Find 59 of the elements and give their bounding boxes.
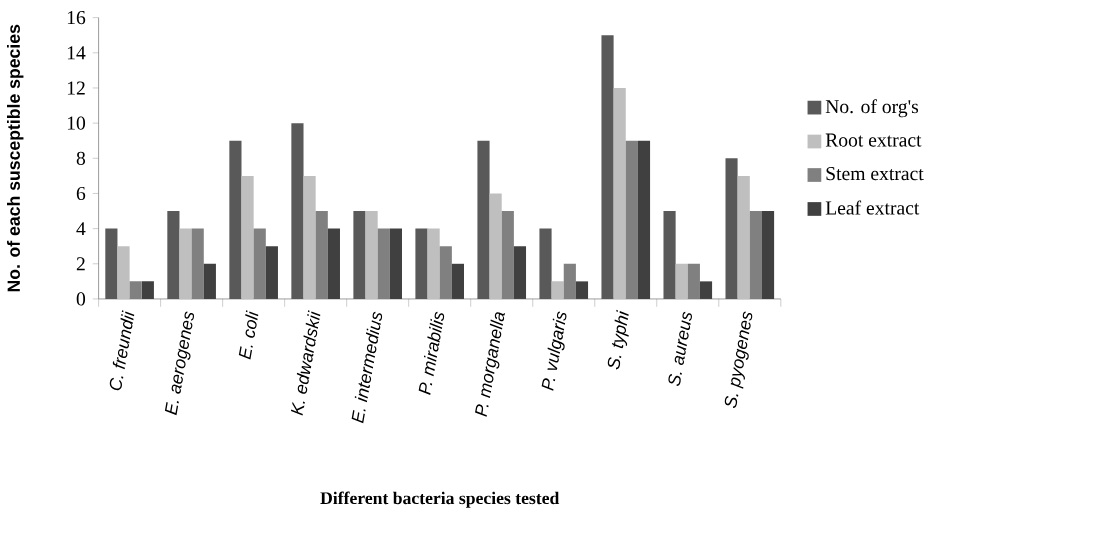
bar [229, 140, 242, 300]
y-tick-label: 16 [67, 11, 86, 25]
bar [117, 246, 130, 300]
x-tick-label: E. aerogenes [164, 311, 195, 416]
x-tick-label: E. intermedius [351, 311, 383, 424]
y-axis-title: No. of each susceptible species [7, 24, 24, 292]
x-tick-label: S. typhi [607, 309, 629, 370]
x-tick-label: P. mirabilis [418, 311, 445, 395]
x-tick-label: S. pyogenes [724, 311, 753, 409]
y-tick-label: 12 [67, 81, 85, 95]
x-tick-label: S. aureus [668, 311, 692, 387]
bar [415, 228, 428, 300]
x-tick-label: C. freundii [109, 310, 135, 391]
bar [141, 281, 154, 300]
bar [477, 140, 490, 300]
legend-label: Root extract [825, 133, 922, 147]
bar [291, 123, 304, 300]
bar [203, 263, 216, 300]
y-tick-label: 4 [76, 222, 86, 236]
bar [737, 175, 750, 300]
x-tick-label: E. coli [238, 310, 259, 360]
y-tick-label: 10 [67, 116, 86, 130]
bar [179, 228, 192, 300]
bar [265, 246, 278, 300]
y-tick-label: 14 [67, 46, 86, 60]
x-axis-title: Different bacteria species tested [320, 491, 560, 508]
bar [353, 211, 366, 300]
y-tick-label: 8 [76, 151, 86, 165]
bar [167, 211, 180, 300]
legend-label: Leaf extract [825, 200, 920, 215]
x-tick-label: P. vulgaris [541, 311, 567, 391]
bar [575, 281, 589, 300]
bar [663, 211, 676, 300]
bar [761, 211, 775, 300]
bar [489, 193, 502, 300]
bar [105, 228, 118, 300]
bar [637, 140, 651, 300]
legend-label: Stem extract [826, 167, 924, 181]
bar [365, 211, 378, 300]
y-tick-label: 0 [76, 292, 86, 306]
bar [725, 158, 738, 300]
y-tick-label: 6 [76, 186, 86, 201]
bar [601, 35, 614, 300]
bar [613, 88, 626, 300]
bar [451, 263, 465, 300]
bar [427, 228, 440, 300]
bar [551, 281, 564, 300]
bar [675, 263, 688, 300]
bar [513, 246, 527, 300]
x-tick-label: P. morganella [475, 312, 505, 417]
y-tick-label: 2 [76, 257, 85, 271]
x-tick-label: K. edwardskii [290, 310, 321, 416]
bar [389, 228, 402, 300]
bar [303, 175, 316, 300]
bar [241, 175, 254, 300]
legend-label: No. of org's [825, 99, 919, 118]
bar [699, 281, 713, 300]
bar [327, 228, 340, 300]
bar [539, 228, 552, 300]
